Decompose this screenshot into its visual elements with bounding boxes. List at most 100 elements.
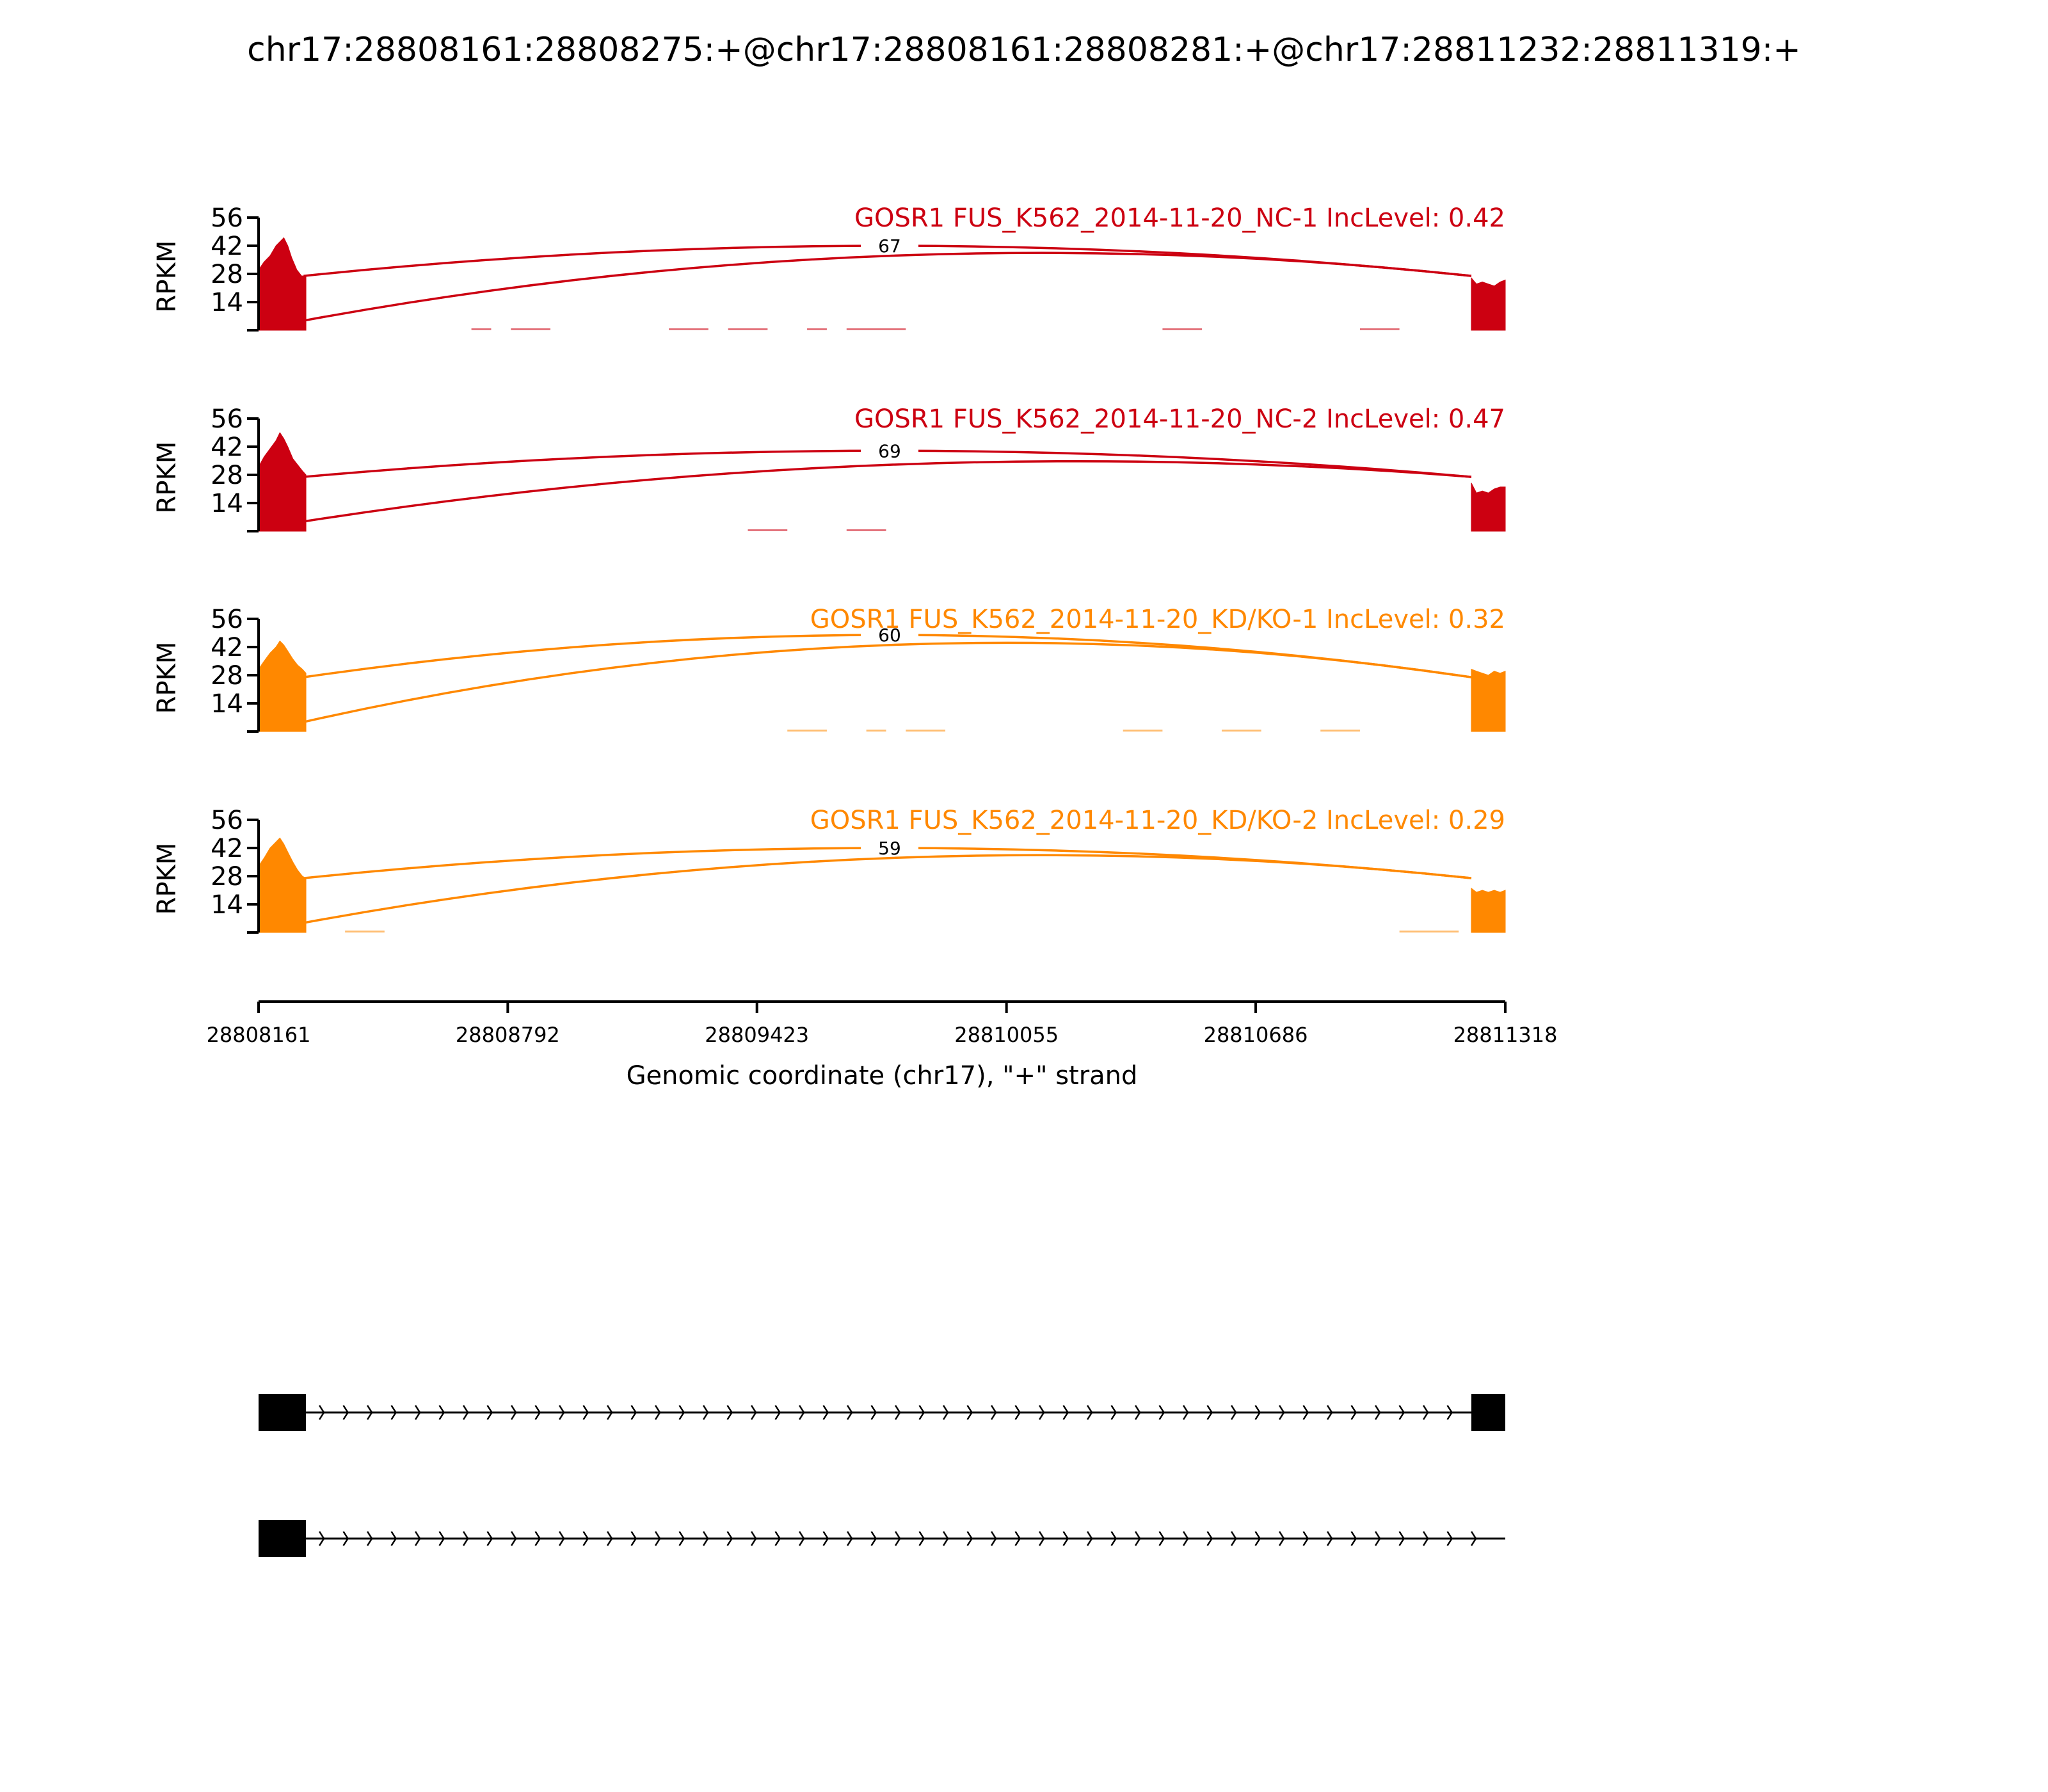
strand-arrow [894,1405,901,1420]
strand-arrow [582,1405,589,1420]
strand-arrow [990,1405,997,1420]
genomic-x-axis: Genomic coordinate (chr17), "+" strand 2… [207,1000,1557,1091]
strand-arrow [1038,1531,1045,1546]
strand-arrow [606,1531,613,1546]
strand-arrow [1182,1405,1189,1420]
junction-arc [305,854,1472,924]
strand-arrow [1086,1405,1093,1420]
strand-arrow [414,1531,421,1546]
strand-arrow [1014,1405,1021,1420]
strand-arrow [774,1405,781,1420]
strand-arrow [1062,1405,1069,1420]
strand-arrow [966,1405,973,1420]
junction-count-label: 60 [878,625,901,646]
strand-arrow [1278,1405,1285,1420]
figure-title: chr17:28808161:28808275:+@chr17:28808161… [247,31,1801,69]
strand-arrow [414,1405,421,1420]
exon1-coverage [258,431,307,532]
strand-arrow [1350,1405,1357,1420]
background-coverage [1399,931,1459,932]
background-coverage [846,529,886,531]
junction-arc [305,252,1472,322]
exon2-coverage [1471,887,1506,933]
junction-count-label: 59 [878,838,901,859]
strand-arrow [654,1531,661,1546]
strand-arrow [1398,1405,1405,1420]
background-coverage [906,730,946,732]
background-coverage [728,328,768,330]
strand-arrow [1206,1405,1213,1420]
y-tick-label: 42 [211,834,243,863]
exon-block [259,1394,307,1431]
y-axis-label: RPKM [152,241,182,313]
x-tick-label: 28810055 [954,1023,1059,1047]
y-tick-label: 42 [211,433,243,462]
exon1-coverage [258,837,307,933]
strand-arrow [510,1531,517,1546]
y-tick-label: 42 [211,232,243,261]
background-coverage [846,328,906,330]
background-coverage [345,931,385,932]
background-coverage [511,328,550,330]
strand-arrow [822,1405,829,1420]
y-tick-label: 42 [211,633,243,662]
strand-arrow [390,1405,397,1420]
strand-arrow [1374,1405,1381,1420]
strand-arrow [462,1405,469,1420]
y-axis-label: RPKM [152,642,182,714]
strand-arrow [966,1531,973,1546]
background-coverage [471,328,492,330]
isoform-track [259,1394,1505,1557]
junction-label-box [861,436,918,465]
strand-arrow [1134,1405,1141,1420]
strand-arrow [990,1531,997,1546]
strand-arrow [342,1531,349,1546]
strand-arrow [870,1531,877,1546]
x-tick-label: 28809423 [705,1023,809,1047]
strand-arrow [534,1405,541,1420]
strand-arrow [1230,1531,1237,1546]
strand-arrow [486,1531,493,1546]
strand-arrow [438,1531,445,1546]
strand-arrow [1302,1531,1309,1546]
strand-arrow [318,1531,325,1546]
strand-arrow [750,1405,757,1420]
strand-arrow [1470,1531,1477,1546]
background-coverage [787,730,827,732]
strand-arrow [798,1531,805,1546]
x-axis-label: Genomic coordinate (chr17), "+" strand [627,1061,1138,1091]
strand-arrow [750,1531,757,1546]
y-tick-label: 14 [211,489,243,518]
strand-arrow [366,1405,373,1420]
strand-arrow [1134,1531,1141,1546]
strand-arrow [1158,1405,1165,1420]
y-tick-label: 14 [211,890,243,920]
strand-arrow [1086,1531,1093,1546]
strand-arrow [318,1405,325,1420]
strand-arrow [798,1405,805,1420]
strand-arrow [1038,1405,1045,1420]
strand-arrow [1302,1405,1309,1420]
strand-arrow [846,1531,853,1546]
strand-arrow [702,1531,709,1546]
strand-arrow [1446,1531,1453,1546]
y-tick-label: 28 [211,661,243,691]
x-tick-label: 28808792 [456,1023,560,1047]
strand-arrow [726,1531,733,1546]
strand-arrow [438,1405,445,1420]
strand-arrow [630,1405,637,1420]
exon2-coverage [1471,483,1506,532]
y-tick-label: 28 [211,862,243,892]
y-tick-label: 28 [211,260,243,289]
strand-arrow [1110,1531,1117,1546]
strand-arrow [1446,1405,1453,1420]
strand-arrow [366,1531,373,1546]
exon2-coverage [1471,668,1506,732]
strand-arrow [918,1405,925,1420]
junction-count-label: 67 [878,236,901,257]
background-coverage [866,730,886,732]
y-tick-label: 14 [211,689,243,719]
